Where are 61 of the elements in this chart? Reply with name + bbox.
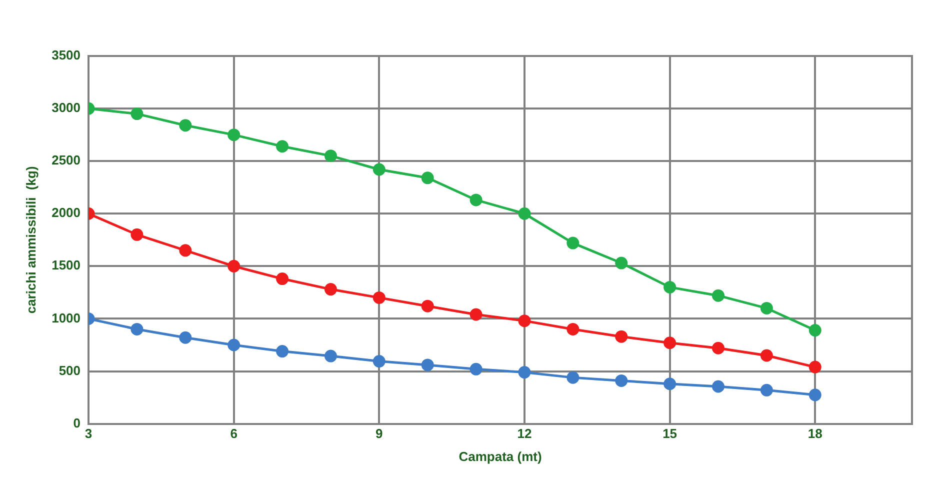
point	[179, 244, 192, 257]
point	[760, 302, 773, 314]
point	[615, 256, 628, 270]
y-tick-label: 500	[58, 362, 81, 378]
point	[372, 355, 386, 368]
y-tick-label: 3500	[52, 48, 81, 63]
point	[179, 119, 192, 132]
point	[760, 384, 773, 396]
point	[228, 260, 240, 272]
point	[712, 289, 724, 302]
x-tick-label: 15	[662, 426, 678, 442]
point	[760, 349, 773, 362]
point	[276, 140, 289, 153]
point	[228, 128, 240, 142]
y-tick-label: 1000	[52, 310, 81, 326]
point	[808, 388, 822, 402]
y-tick-label: 2000	[52, 205, 81, 220]
point	[228, 338, 240, 352]
point	[518, 366, 531, 379]
y-axis-title: carichi ammissibili (kg)	[23, 166, 38, 314]
point	[712, 342, 724, 354]
y-tick-label: 2500	[52, 152, 81, 168]
y-tick-label: 0	[73, 415, 81, 430]
x-tick-label: 12	[517, 426, 532, 442]
point	[421, 358, 434, 372]
x-tick-label: 6	[230, 426, 238, 442]
point	[372, 163, 386, 176]
point	[421, 172, 434, 184]
point	[470, 362, 482, 376]
point	[421, 300, 434, 312]
point	[664, 336, 676, 350]
x-tick-label: 18	[808, 426, 822, 442]
point	[130, 228, 144, 241]
x-axis-title: Campata (mt)	[458, 448, 542, 464]
point	[808, 324, 822, 337]
point	[615, 330, 628, 343]
point	[324, 150, 337, 162]
point	[566, 371, 580, 384]
y-tick-label: 3000	[52, 100, 81, 116]
point	[372, 291, 386, 304]
point	[664, 378, 676, 390]
x-tick-label: 3	[84, 426, 92, 442]
point	[664, 280, 676, 294]
x-tick-label: 9	[376, 426, 383, 442]
point	[808, 360, 822, 374]
point	[615, 374, 628, 387]
point	[566, 322, 580, 336]
point	[470, 308, 482, 321]
point	[130, 322, 144, 336]
point	[276, 345, 289, 358]
point	[130, 108, 144, 120]
point	[179, 331, 192, 344]
point	[276, 272, 289, 286]
point	[518, 314, 531, 328]
point	[470, 194, 482, 206]
point	[712, 380, 724, 393]
point	[324, 350, 337, 362]
y-tick-label: 1500	[52, 258, 81, 273]
point	[518, 207, 531, 220]
point	[324, 283, 337, 296]
point	[566, 236, 580, 250]
